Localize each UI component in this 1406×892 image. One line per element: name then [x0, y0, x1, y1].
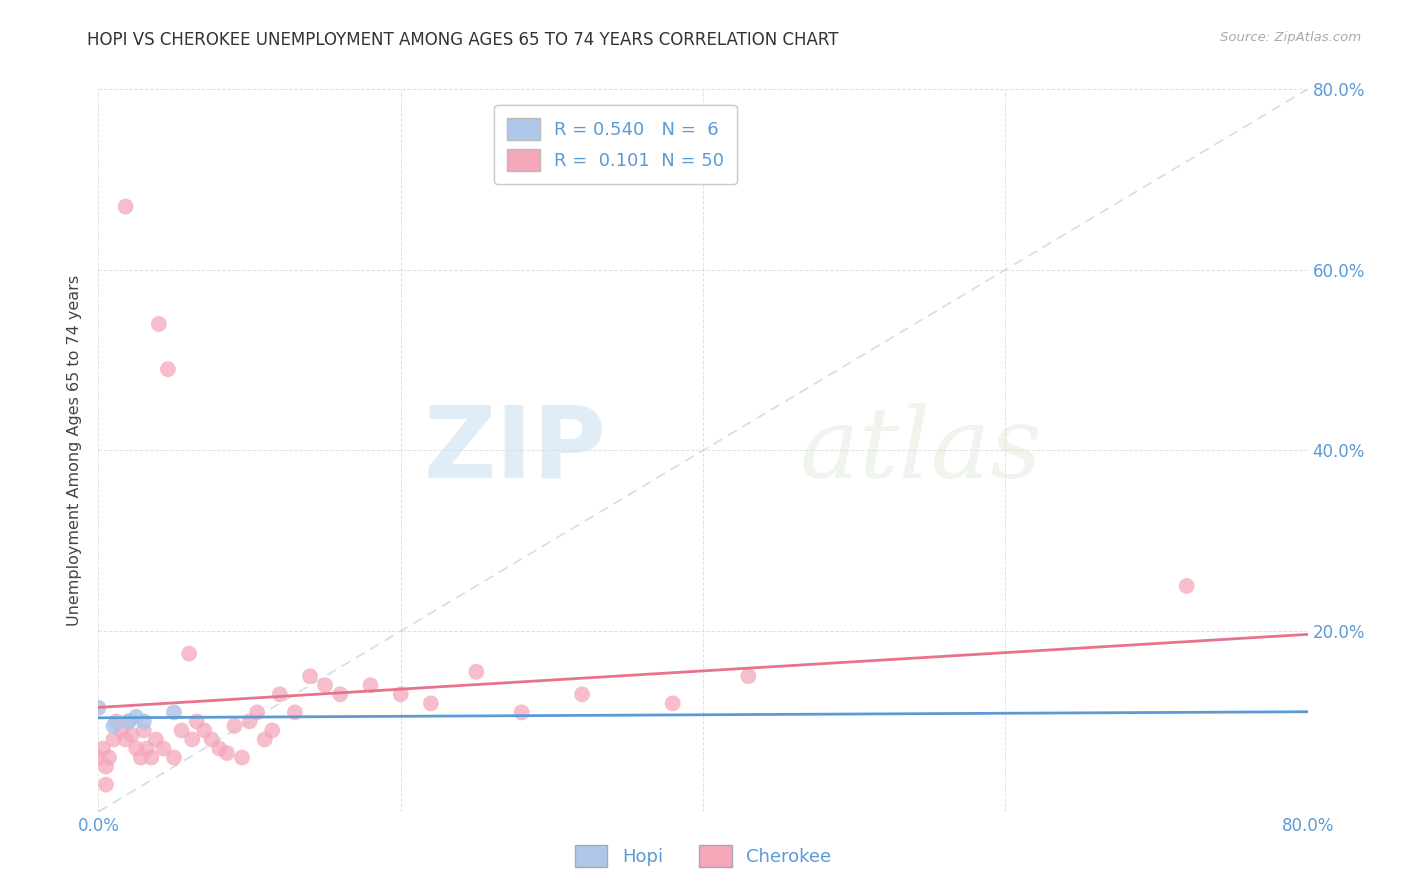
- Point: [737, 669, 759, 683]
- Point: [163, 750, 186, 764]
- Point: [510, 706, 533, 720]
- Text: atlas: atlas: [800, 403, 1042, 498]
- Point: [156, 362, 179, 376]
- Point: [420, 697, 443, 711]
- Point: [152, 741, 174, 756]
- Point: [208, 741, 231, 756]
- Point: [121, 728, 143, 742]
- Y-axis label: Unemployment Among Ages 65 to 74 years: Unemployment Among Ages 65 to 74 years: [67, 275, 83, 626]
- Legend: R = 0.540   N =  6, R =  0.101  N = 50: R = 0.540 N = 6, R = 0.101 N = 50: [495, 105, 737, 184]
- Point: [125, 741, 148, 756]
- Point: [231, 750, 253, 764]
- Point: [262, 723, 284, 738]
- Point: [103, 732, 125, 747]
- Point: [132, 723, 155, 738]
- Point: [87, 750, 110, 764]
- Point: [1175, 579, 1198, 593]
- Point: [135, 741, 157, 756]
- Text: ZIP: ZIP: [423, 402, 606, 499]
- Point: [148, 317, 170, 331]
- Point: [329, 687, 352, 701]
- Point: [215, 746, 238, 760]
- Legend: Hopi, Cherokee: Hopi, Cherokee: [568, 838, 838, 874]
- Point: [253, 732, 276, 747]
- Point: [246, 706, 269, 720]
- Point: [141, 750, 163, 764]
- Point: [98, 750, 121, 764]
- Point: [132, 714, 155, 729]
- Point: [170, 723, 193, 738]
- Point: [118, 714, 141, 729]
- Point: [193, 723, 215, 738]
- Point: [181, 732, 204, 747]
- Point: [125, 710, 148, 724]
- Point: [87, 701, 110, 715]
- Point: [103, 719, 125, 733]
- Point: [186, 714, 208, 729]
- Point: [114, 732, 136, 747]
- Point: [163, 706, 186, 720]
- Point: [118, 714, 141, 729]
- Point: [129, 750, 152, 764]
- Point: [571, 687, 593, 701]
- Point: [110, 723, 132, 738]
- Point: [299, 669, 322, 683]
- Point: [239, 714, 262, 729]
- Point: [114, 200, 136, 214]
- Point: [145, 732, 167, 747]
- Text: Source: ZipAtlas.com: Source: ZipAtlas.com: [1220, 31, 1361, 45]
- Point: [201, 732, 224, 747]
- Point: [94, 759, 117, 773]
- Point: [105, 714, 128, 729]
- Point: [179, 647, 201, 661]
- Point: [284, 706, 307, 720]
- Text: HOPI VS CHEROKEE UNEMPLOYMENT AMONG AGES 65 TO 74 YEARS CORRELATION CHART: HOPI VS CHEROKEE UNEMPLOYMENT AMONG AGES…: [87, 31, 838, 49]
- Point: [94, 778, 117, 792]
- Point: [389, 687, 412, 701]
- Point: [314, 678, 336, 692]
- Point: [661, 697, 683, 711]
- Point: [269, 687, 291, 701]
- Point: [360, 678, 382, 692]
- Point: [465, 665, 488, 679]
- Point: [224, 719, 246, 733]
- Point: [91, 741, 114, 756]
